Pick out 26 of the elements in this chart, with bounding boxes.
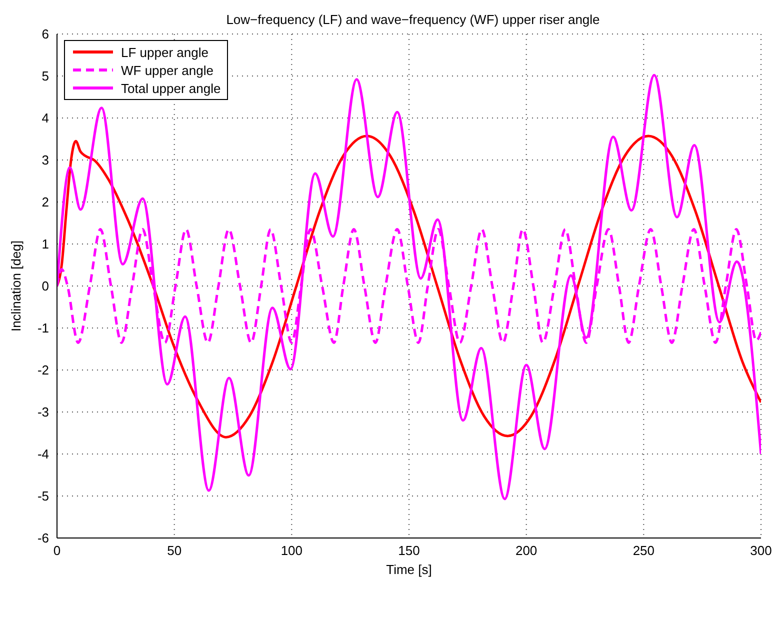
x-axis-title: Time [s] bbox=[386, 562, 432, 577]
legend-label: LF upper angle bbox=[121, 44, 208, 60]
y-tick-label: 5 bbox=[42, 68, 49, 84]
x-tick-label: 50 bbox=[167, 543, 182, 558]
y-tick-label: -2 bbox=[37, 362, 49, 378]
x-tick-label: 150 bbox=[398, 543, 420, 558]
y-tick-label: -1 bbox=[37, 320, 49, 336]
x-tick-label: 200 bbox=[515, 543, 538, 558]
y-tick-label: -6 bbox=[37, 530, 49, 546]
y-tick-label: -3 bbox=[37, 404, 49, 420]
x-tick-label: 250 bbox=[632, 543, 655, 558]
x-tick-label: 100 bbox=[280, 543, 303, 558]
y-tick-label: 4 bbox=[42, 110, 49, 126]
y-tick-label: 0 bbox=[42, 278, 49, 294]
chart-title: Low−frequency (LF) and wave−frequency (WF) upper riser angle bbox=[225, 12, 601, 27]
x-tick-label: 0 bbox=[53, 543, 61, 558]
y-tick-label: 3 bbox=[42, 152, 49, 168]
y-tick-label: 1 bbox=[42, 236, 49, 252]
x-tick-label: 300 bbox=[750, 543, 772, 558]
y-tick-label: 6 bbox=[42, 26, 49, 42]
y-tick-label: -5 bbox=[37, 488, 49, 504]
legend-label: WF upper angle bbox=[121, 62, 214, 78]
y-tick-label: 2 bbox=[42, 194, 49, 210]
legend-label: Total upper angle bbox=[121, 80, 221, 96]
y-tick-label: -4 bbox=[37, 446, 49, 462]
y-axis-title: Inclination [deg] bbox=[8, 240, 24, 332]
